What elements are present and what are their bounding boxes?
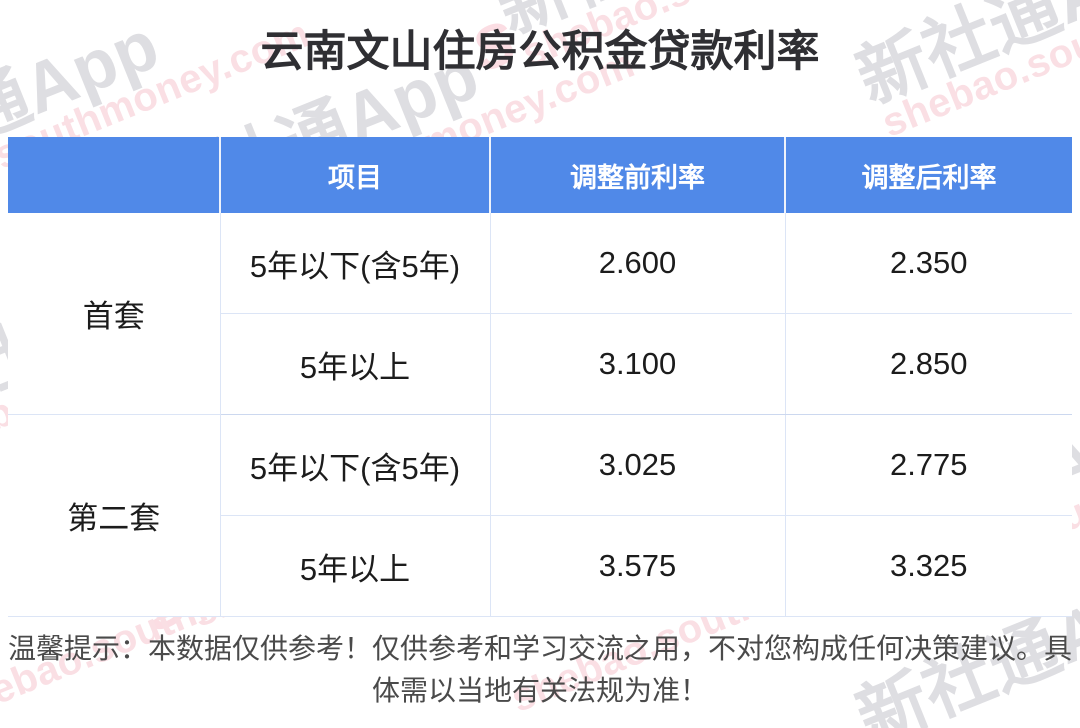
disclaimer-note: 温馨提示：本数据仅供参考！仅供参考和学习交流之用，不对您构成任何决策建议。具体需… [8, 633, 1073, 706]
row-rate-after: 2.850 [785, 313, 1072, 415]
row-rate-before: 3.025 [490, 414, 786, 516]
row-rate-after: 2.775 [785, 414, 1072, 516]
table-body: 首套 5年以下(含5年) 2.600 2.350 5年以上 3.100 2.85… [8, 213, 1072, 617]
column-header-rate-after: 调整后利率 [785, 137, 1072, 213]
table-row: 5年以上 3.100 2.850 [8, 313, 1072, 415]
row-item-name: 5年以上 [220, 515, 491, 617]
row-rate-before: 3.100 [490, 313, 786, 415]
table-header-row: 项目 调整前利率 调整后利率 [8, 137, 1072, 213]
rate-table: 项目 调整前利率 调整后利率 首套 5年以下(含5年) 2.600 2.350 … [8, 137, 1072, 617]
group-label-second-home: 第二套 [8, 414, 221, 617]
row-rate-before: 3.575 [490, 515, 786, 617]
row-rate-before: 2.600 [490, 213, 786, 314]
table-row: 第二套 5年以下(含5年) 3.025 2.775 [8, 414, 1072, 617]
row-rate-after: 2.350 [785, 213, 1072, 314]
page-title: 云南文山住房公积金贷款利率 [260, 28, 820, 76]
table-row: 首套 5年以下(含5年) 2.600 2.350 [8, 213, 1072, 415]
column-header-item: 项目 [220, 137, 491, 213]
column-header-rate-before: 调整前利率 [490, 137, 786, 213]
row-item-name: 5年以下(含5年) [220, 213, 491, 314]
row-rate-after: 3.325 [785, 515, 1072, 617]
table-header: 项目 调整前利率 调整后利率 [8, 137, 1072, 213]
group-label-first-home: 首套 [8, 213, 221, 415]
table-row: 5年以上 3.575 3.325 [8, 515, 1072, 617]
row-item-name: 5年以上 [220, 313, 491, 415]
rate-table-container: 项目 调整前利率 调整后利率 首套 5年以下(含5年) 2.600 2.350 … [8, 137, 1072, 617]
row-item-name: 5年以下(含5年) [220, 414, 491, 516]
column-header-blank [8, 137, 221, 213]
